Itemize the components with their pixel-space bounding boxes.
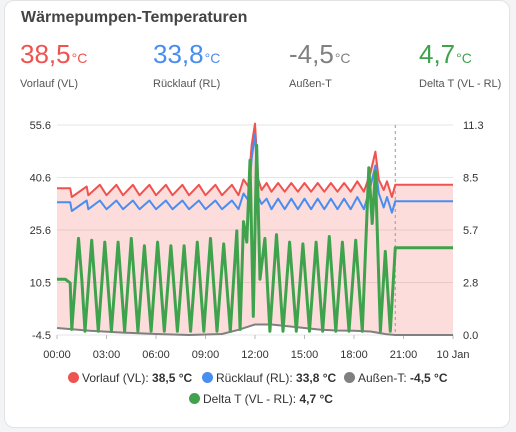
stat-label: Vorlauf (VL) [20, 78, 79, 90]
x-tick-label: 15:00 [291, 349, 319, 361]
stat-value: -4,5 [289, 39, 334, 69]
legend-value: -4,5 °C [410, 371, 448, 385]
x-tick-label: 18:00 [340, 349, 368, 361]
legend-item-delta[interactable]: Delta T (VL - RL): 4,7 °C [189, 392, 333, 406]
series-line-2 [57, 133, 453, 214]
stat-aussen[interactable]: -4,5°C Außen-T [289, 41, 351, 90]
x-tick-label: 06:00 [142, 349, 170, 361]
legend-item-vorlauf[interactable]: Vorlauf (VL): 38,5 °C [68, 371, 192, 385]
y-right-tick-label: 8.5 [463, 173, 478, 185]
x-tick-label: 10 Jan [436, 349, 469, 361]
legend-dot [202, 372, 213, 383]
x-tick-label: 12:00 [241, 349, 269, 361]
legend-name: Rücklauf (RL): [216, 371, 293, 385]
legend-item-ruecklauf[interactable]: Rücklauf (RL): 33,8 °C [202, 371, 336, 385]
y-right-tick-label: 2.8 [463, 278, 478, 290]
legend-name: Delta T (VL - RL): [203, 392, 297, 406]
legend-dot [68, 372, 79, 383]
legend-dot [189, 393, 200, 404]
y-right-tick-label: 5.7 [463, 225, 478, 237]
series-line-4 [57, 143, 453, 333]
y-left-tick-label: 55.6 [30, 120, 51, 132]
y-left-tick-label: 25.6 [30, 225, 51, 237]
x-tick-label: 21:00 [390, 349, 418, 361]
x-tick-label: 00:00 [43, 349, 71, 361]
stat-value: 38,5 [20, 39, 71, 69]
y-left-tick-label: 10.5 [30, 278, 51, 290]
stat-ruecklauf[interactable]: 33,8°C Rücklauf (RL) [153, 41, 220, 90]
y-left-tick-label: -4.5 [32, 330, 51, 342]
card-title: Wärmepumpen-Temperaturen [21, 9, 248, 26]
stat-value: 4,7 [419, 39, 456, 69]
stat-label: Außen-T [289, 78, 332, 90]
series-line-1 [57, 122, 453, 198]
y-right-tick-label: 11.3 [463, 120, 484, 132]
y-left-tick-label: 40.6 [30, 173, 51, 185]
temperature-chart[interactable]: 55.6 11.3 40.6 8.5 25.6 5.7 10.5 2.8 -4.5 0.0 00:0… [5, 1, 511, 401]
y-right-tick-label: 0.0 [463, 330, 478, 342]
stat-label: Delta T (VL - RL) [419, 78, 502, 90]
stat-unit: °C [71, 50, 88, 66]
stat-vorlauf[interactable]: 38,5°C Vorlauf (VL) [20, 41, 87, 90]
legend-value: 33,8 °C [296, 371, 337, 385]
legend-name: Vorlauf (VL): [82, 371, 149, 385]
x-tick-label: 09:00 [192, 349, 220, 361]
legend-item-aussen[interactable]: Außen-T: -4,5 °C [344, 371, 448, 385]
legend-value: 4,7 °C [299, 392, 333, 406]
legend-value: 38,5 °C [152, 371, 193, 385]
stat-label: Rücklauf (RL) [153, 78, 221, 90]
temperature-card: Wärmepumpen-Temperaturen 38,5°C Vorlauf … [4, 0, 510, 428]
stat-unit: °C [456, 50, 472, 66]
legend-name: Außen-T: [358, 371, 407, 385]
legend-dot [344, 372, 355, 383]
series-line-3 [56, 323, 453, 336]
stat-delta[interactable]: 4,7°C Delta T (VL - RL) [419, 41, 501, 90]
stat-unit: °C [334, 50, 351, 66]
x-tick-label: 03:00 [93, 349, 121, 361]
stat-unit: °C [204, 50, 221, 66]
stat-value: 33,8 [153, 39, 204, 69]
